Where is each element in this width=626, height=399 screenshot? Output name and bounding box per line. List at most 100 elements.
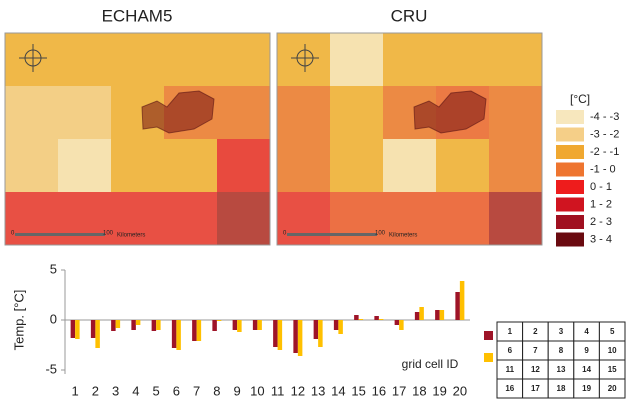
map-cell [383,33,437,87]
map-cell [217,192,271,246]
x-tick-label: 13 [311,383,325,398]
x-tick-label: 17 [392,383,406,398]
scale-label: Kilometers [389,233,417,239]
bar [111,320,116,331]
map-cell [5,33,59,87]
bar [75,320,80,339]
x-tick-label: 10 [250,383,264,398]
map-cell [489,86,543,140]
table-cell-text: 1 [508,327,513,336]
bar [293,320,298,353]
bar [334,320,339,330]
bar [273,320,278,347]
x-tick-label: 20 [453,383,467,398]
bar [116,320,121,328]
legend-swatch [556,233,584,247]
x-tick-label: 6 [173,383,180,398]
bar [172,320,177,348]
bar [455,292,460,320]
x-tick-label: 4 [132,383,139,398]
table-cell-text: 11 [506,365,515,374]
map-cell [58,192,112,246]
legend-label: -1 - 0 [590,163,616,175]
bar [359,319,364,320]
y-axis-label: Temp. [°C] [11,290,26,351]
bar [156,320,161,330]
bar [176,320,181,350]
bar [253,320,258,330]
bar [233,320,238,330]
map-cell [111,33,165,87]
map-cell [330,139,384,193]
bar [460,281,465,320]
map-cell [217,33,271,87]
map-cell [5,139,59,193]
scale-label: Kilometers [117,233,145,239]
table-cell-text: 20 [608,384,617,393]
bar [257,320,262,330]
bar [152,320,157,331]
scale-bar [287,233,377,236]
map-cell [164,139,218,193]
table-cell-text: 2 [533,327,538,336]
bar [399,320,404,330]
figure: ECHAM5 CRU [°C] Temp. [°C] grid cell ID … [0,0,626,399]
bar [318,320,323,347]
map-cell [58,33,112,87]
bar [298,320,303,356]
scale-bar [15,233,105,236]
map-cell [58,139,112,193]
map-cell [436,192,490,246]
legend-swatch [556,145,584,159]
table-cell-text: 6 [508,346,513,355]
map-cell [111,139,165,193]
x-tick-label: 9 [234,383,241,398]
map-cell [5,86,59,140]
map-cell [164,192,218,246]
table-cell-text: 16 [505,384,514,393]
bar [354,315,359,320]
table-cell-text: 3 [559,327,564,336]
x-tick-label: 19 [432,383,446,398]
legend-swatch [556,110,584,124]
annotation: grid cell ID [402,357,459,371]
x-tick-label: 7 [193,383,200,398]
map-cell [277,33,331,87]
legend-swatch [556,128,584,142]
map-cell [330,33,384,87]
x-tick-label: 12 [291,383,305,398]
table-cell-text: 17 [531,384,540,393]
map-cell [383,139,437,193]
legend-swatch [484,353,493,362]
bar [91,320,96,338]
bar [197,320,202,341]
map-cell [489,192,543,246]
y-tick-label: 0 [50,311,57,326]
legend-label: -3 - -2 [590,128,619,140]
table-cell-text: 10 [608,346,617,355]
legend-swatch [556,180,584,194]
map-cell [277,86,331,140]
bar [419,307,424,320]
bar [435,310,440,320]
legend-label: 2 - 3 [590,216,612,228]
map-cell [217,86,271,140]
map-cell [217,139,271,193]
map-cell [436,33,490,87]
map-cell [277,139,331,193]
table-cell-text: 7 [533,346,538,355]
bar [71,320,76,338]
map-cell [436,139,490,193]
table-cell-text: 14 [582,365,591,374]
bar [131,320,136,330]
x-tick-label: 15 [351,383,365,398]
table-cell-text: 4 [584,327,589,336]
map-cell [58,86,112,140]
map-title: CRU [391,6,428,25]
map-cell [164,33,218,87]
bar [440,310,445,320]
map-cell [5,192,59,246]
legend-label: 0 - 1 [590,181,612,193]
map-cell [330,192,384,246]
scale-label: 100 [375,231,386,237]
